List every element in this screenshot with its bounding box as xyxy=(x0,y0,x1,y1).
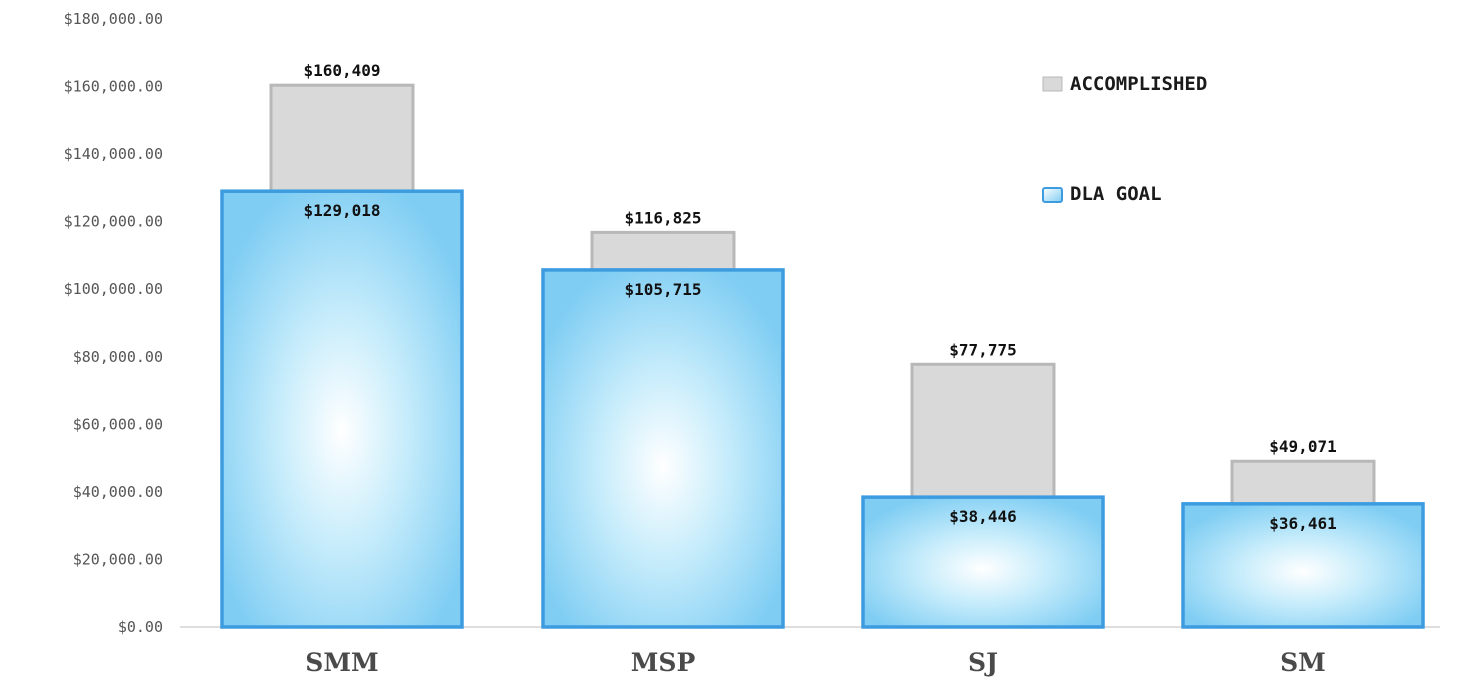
data-label-accomplished: $116,825 xyxy=(624,208,701,227)
data-label-accomplished: $160,409 xyxy=(303,61,380,80)
legend-swatch-dla-goal xyxy=(1042,187,1063,203)
legend: ACCOMPLISHED DLA GOAL xyxy=(1042,73,1207,205)
data-label-accomplished: $49,071 xyxy=(1269,437,1336,456)
legend-label-dla-goal: DLA GOAL xyxy=(1070,183,1162,205)
bars xyxy=(220,83,1425,629)
x-category-label: SJ xyxy=(968,648,998,677)
y-axis: $0.00 $20,000.00 $40,000.00 $60,000.00 $80,0… xyxy=(64,10,163,636)
y-tick-label: $160,000.00 xyxy=(64,78,163,96)
bar-dla-goal-msp xyxy=(541,268,785,629)
y-tick-label: $80,000.00 xyxy=(73,348,163,366)
data-label-accomplished: $77,775 xyxy=(949,340,1016,359)
x-category-label: SM xyxy=(1280,648,1326,677)
y-tick-label: $100,000.00 xyxy=(64,280,163,298)
bar-dla-goal-smm xyxy=(220,189,464,629)
legend-item-dla-goal: DLA GOAL xyxy=(1042,183,1162,205)
x-axis: SMM MSP SJ SM xyxy=(305,648,1326,677)
data-label-dla-goal: $38,446 xyxy=(949,507,1016,526)
data-label-dla-goal: $129,018 xyxy=(303,201,380,220)
y-tick-label: $180,000.00 xyxy=(64,10,163,28)
y-tick-label: $40,000.00 xyxy=(73,483,163,501)
legend-swatch-accomplished xyxy=(1042,76,1063,92)
y-tick-label: $20,000.00 xyxy=(73,550,163,568)
legend-item-accomplished: ACCOMPLISHED xyxy=(1042,73,1207,95)
y-tick-label: $140,000.00 xyxy=(64,145,163,163)
bar-dla-goal-sj xyxy=(861,495,1105,629)
y-tick-label: $120,000.00 xyxy=(64,213,163,231)
data-label-dla-goal: $36,461 xyxy=(1269,514,1336,533)
y-tick-label: $0.00 xyxy=(118,618,163,636)
legend-label-accomplished: ACCOMPLISHED xyxy=(1070,73,1207,95)
x-category-label: SMM xyxy=(305,648,378,677)
y-tick-label: $60,000.00 xyxy=(73,415,163,433)
data-label-dla-goal: $105,715 xyxy=(624,280,701,299)
data-labels: $160,409 $129,018 $116,825 $105,715 $77,775 $… xyxy=(303,61,1336,533)
x-category-label: MSP xyxy=(631,648,696,677)
bar-dla-goal-sm xyxy=(1181,502,1425,629)
